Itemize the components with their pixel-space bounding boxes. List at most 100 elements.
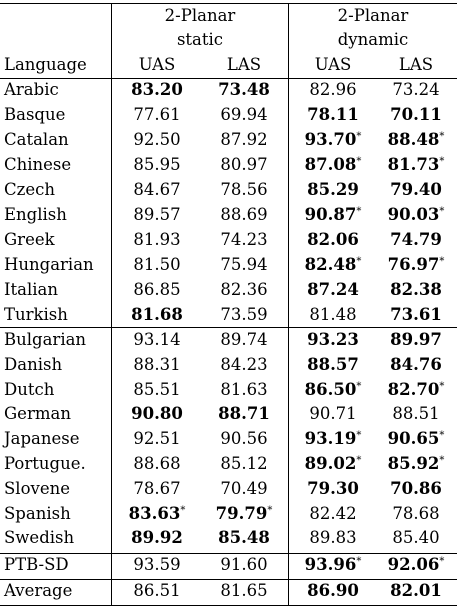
- row-language: Bulgarian: [4, 330, 87, 349]
- header-static-line2: static: [176, 30, 224, 49]
- cell-value: 90.65: [387, 429, 440, 449]
- cell-value: 93.23: [307, 330, 359, 349]
- cell-value: 77.61: [133, 105, 181, 124]
- cell-dynamic-las: 74.79: [376, 230, 456, 250]
- cell-static-las: 80.97: [200, 155, 288, 175]
- cell-static-uas: 84.67: [112, 180, 202, 200]
- cell-value: 76.97: [387, 255, 440, 274]
- cell-static-uas: 89.92: [112, 528, 202, 548]
- cell-value: 92.51: [133, 429, 181, 449]
- column-header-static-uas: UAS: [138, 55, 176, 74]
- cell-dynamic-uas: 82.42: [289, 504, 377, 524]
- cell-value: 78.56: [220, 180, 268, 199]
- cell-value: 70.86: [390, 478, 442, 498]
- cell-dynamic-las: 90.03*: [376, 205, 456, 225]
- cell-dynamic-uas: 93.19*: [289, 429, 377, 449]
- cell-value: 82.36: [220, 280, 268, 299]
- cell-dynamic-las: 73.24: [376, 80, 456, 100]
- cell-value: 85.40: [392, 528, 440, 548]
- cell-static-uas: 90.80: [112, 404, 202, 424]
- cell-static-las: 85.48: [200, 528, 288, 548]
- cell-value: 83.20: [131, 80, 183, 99]
- column-divider-static: [288, 3, 289, 606]
- cell-static-uas: 81.68: [112, 305, 202, 325]
- row-language: Turkish: [4, 305, 68, 324]
- cell-value: 83.63: [128, 503, 181, 523]
- significance-marker: *: [356, 156, 362, 167]
- cell-value: 81.73: [387, 155, 440, 174]
- column-header-dynamic-las: LAS: [398, 55, 434, 74]
- row-language: Chinese: [4, 155, 72, 174]
- cell-dynamic-las: 82.70*: [376, 380, 456, 400]
- cell-dynamic-uas: 82.48*: [289, 255, 377, 275]
- row-language: Danish: [4, 354, 63, 374]
- cell-value: 84.23: [220, 354, 268, 374]
- cell-value: 79.40: [390, 180, 442, 199]
- cell-value: 89.57: [133, 205, 181, 224]
- cell-dynamic-uas: 87.24: [289, 280, 377, 300]
- row-language: Greek: [4, 230, 55, 249]
- cell-static-las: 84.23: [200, 355, 288, 375]
- row-language: Arabic: [4, 80, 59, 99]
- cell-static-las: 69.94: [200, 105, 288, 125]
- cell-dynamic-las: 81.73*: [376, 155, 456, 175]
- significance-marker: *: [356, 556, 362, 567]
- row-language: German: [4, 404, 71, 424]
- top-rule: [0, 3, 457, 4]
- cell-value: 82.48: [304, 255, 357, 274]
- cell-dynamic-uas: 89.02*: [289, 454, 377, 474]
- significance-marker: *: [356, 430, 362, 442]
- cell-value: 90.87: [304, 205, 357, 224]
- cell-value: 79.79: [215, 503, 268, 523]
- cell-value: 84.67: [133, 180, 181, 199]
- cell-value: 78.67: [133, 478, 181, 498]
- significance-marker: *: [267, 504, 273, 516]
- cell-value: 82.01: [390, 581, 442, 600]
- header-dynamic-line1: 2-Planar: [337, 6, 409, 25]
- cell-value: 78.68: [392, 503, 440, 523]
- cell-value: 93.19: [304, 429, 357, 449]
- cell-dynamic-uas: 88.57: [289, 355, 377, 375]
- cell-static-las: 81.65: [200, 581, 288, 601]
- cell-value: 70.49: [220, 478, 268, 498]
- cell-static-uas: 93.14: [112, 330, 202, 350]
- ptb-separator-rule: [0, 553, 457, 554]
- cell-value: 75.94: [220, 255, 268, 274]
- cell-value: 85.92: [387, 454, 440, 473]
- row-language: Basque: [4, 105, 66, 124]
- significance-marker: *: [439, 430, 445, 442]
- cell-static-uas: 89.57: [112, 205, 202, 225]
- significance-marker: *: [356, 380, 362, 392]
- cell-value: 78.11: [307, 105, 359, 124]
- cell-value: 92.50: [133, 130, 181, 149]
- cell-value: 87.24: [307, 280, 359, 299]
- significance-marker: *: [180, 504, 186, 516]
- cell-value: 93.59: [133, 555, 181, 574]
- cell-static-las: 89.74: [200, 330, 288, 350]
- cell-static-uas: 77.61: [112, 105, 202, 125]
- cell-static-uas: 83.63*: [112, 504, 202, 524]
- cell-value: 73.48: [218, 80, 270, 99]
- cell-value: 74.79: [390, 230, 442, 249]
- significance-marker: *: [439, 455, 445, 466]
- cell-dynamic-uas: 87.08*: [289, 155, 377, 175]
- cell-value: 73.24: [392, 80, 440, 99]
- cell-value: 88.51: [392, 404, 440, 424]
- cell-value: 82.42: [309, 503, 357, 523]
- cell-dynamic-uas: 93.96*: [289, 555, 377, 575]
- cell-value: 93.96: [304, 555, 357, 574]
- cell-value: 91.60: [220, 555, 268, 574]
- cell-value: 70.11: [390, 105, 442, 124]
- cell-dynamic-las: 85.40: [376, 528, 456, 548]
- cell-dynamic-las: 89.97: [376, 330, 456, 350]
- row-language: Swedish: [4, 528, 75, 548]
- cell-value: 81.65: [220, 581, 268, 600]
- cell-dynamic-uas: 89.83: [289, 528, 377, 548]
- cell-value: 88.48: [387, 130, 440, 149]
- cell-value: 69.94: [220, 105, 268, 124]
- significance-marker: *: [356, 256, 362, 267]
- cell-static-las: 88.69: [200, 205, 288, 225]
- row-language: Hungarian: [4, 255, 94, 274]
- cell-static-las: 87.92: [200, 130, 288, 150]
